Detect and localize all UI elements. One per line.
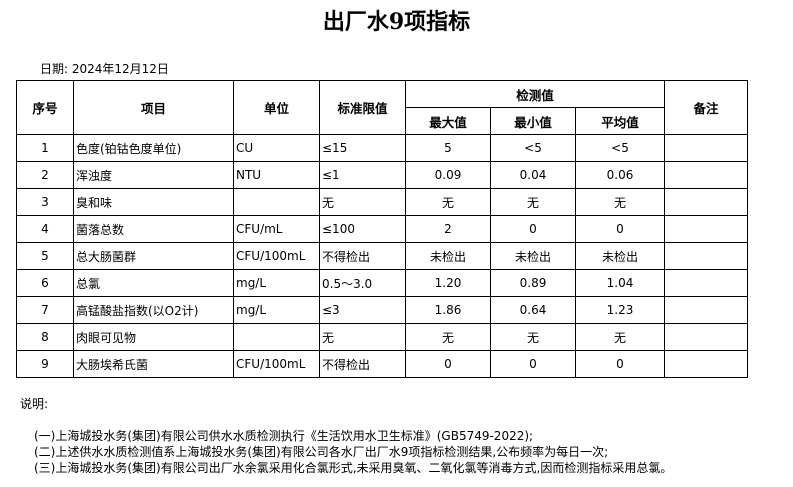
cell-remark [664, 242, 748, 270]
header-avg: 平均值 [575, 107, 665, 135]
cell-unit: NTU [233, 161, 320, 189]
table-row: 2 浑浊度 NTU ≤1 0.09 0.04 0.06 [16, 161, 748, 189]
cell-unit: CFU/mL [233, 215, 320, 243]
cell-unit: CU [233, 134, 320, 162]
notes-label: 说明: [20, 397, 49, 411]
cell-no: 6 [16, 269, 74, 297]
cell-no: 7 [16, 296, 74, 324]
cell-min: 0 [490, 215, 576, 243]
header-unit: 单位 [233, 80, 320, 135]
cell-limit: ≤1 [319, 161, 406, 189]
cell-item: 高锰酸盐指数(以O2计) [73, 296, 234, 324]
table-row: 4 菌落总数 CFU/mL ≤100 2 0 0 [16, 215, 748, 243]
header-detect: 检测值 [405, 80, 665, 108]
page-title: 出厂水9项指标 [322, 9, 471, 35]
note-line: (三)上海城投水务(集团)有限公司出厂水余氯采用化合氯形式,未采用臭氧、二氧化氯… [34, 461, 673, 475]
cell-avg: 0.06 [575, 161, 665, 189]
cell-min: 无 [490, 323, 576, 351]
cell-limit: 0.5～3.0 [319, 269, 406, 297]
cell-min: 0 [490, 350, 576, 378]
cell-limit: 无 [319, 323, 406, 351]
cell-no: 4 [16, 215, 74, 243]
cell-avg: <5 [575, 134, 665, 162]
cell-limit: 不得检出 [319, 350, 406, 378]
cell-remark [664, 269, 748, 297]
table-row: 7 高锰酸盐指数(以O2计) mg/L ≤3 1.86 0.64 1.23 [16, 296, 748, 324]
cell-item: 大肠埃希氏菌 [73, 350, 234, 378]
cell-limit: 不得检出 [319, 242, 406, 270]
cell-unit: mg/L [233, 296, 320, 324]
cell-item: 菌落总数 [73, 215, 234, 243]
cell-max: 1.86 [405, 296, 491, 324]
cell-min: 0.89 [490, 269, 576, 297]
cell-no: 1 [16, 134, 74, 162]
cell-avg: 无 [575, 188, 665, 216]
table-row: 5 总大肠菌群 CFU/100mL 不得检出 未检出 未检出 未检出 [16, 242, 748, 270]
cell-min: 无 [490, 188, 576, 216]
cell-max: 0 [405, 350, 491, 378]
note-line: (二)上述供水水质检测值系上海城投水务(集团)有限公司各水厂出厂水9项指标检测结… [34, 445, 609, 459]
cell-min: 0.64 [490, 296, 576, 324]
cell-item: 总氯 [73, 269, 234, 297]
cell-avg: 1.23 [575, 296, 665, 324]
cell-avg: 0 [575, 350, 665, 378]
header-limit: 标准限值 [319, 80, 406, 135]
cell-avg: 无 [575, 323, 665, 351]
header-max: 最大值 [405, 107, 491, 135]
cell-remark [664, 188, 748, 216]
cell-remark [664, 350, 748, 378]
cell-max: 5 [405, 134, 491, 162]
cell-item: 臭和味 [73, 188, 234, 216]
cell-max: 1.20 [405, 269, 491, 297]
cell-limit: ≤15 [319, 134, 406, 162]
table-row: 6 总氯 mg/L 0.5～3.0 1.20 0.89 1.04 [16, 269, 748, 297]
cell-no: 5 [16, 242, 74, 270]
header-remark: 备注 [664, 80, 748, 135]
cell-unit [233, 188, 320, 216]
cell-no: 2 [16, 161, 74, 189]
cell-item: 浑浊度 [73, 161, 234, 189]
table-row: 8 肉眼可见物无无无无 [16, 323, 748, 351]
cell-item: 肉眼可见物 [73, 323, 234, 351]
cell-remark [664, 215, 748, 243]
cell-unit [233, 323, 320, 351]
cell-max: 0.09 [405, 161, 491, 189]
cell-limit: 无 [319, 188, 406, 216]
cell-avg: 未检出 [575, 242, 665, 270]
cell-avg: 0 [575, 215, 665, 243]
cell-limit: ≤100 [319, 215, 406, 243]
cell-no: 3 [16, 188, 74, 216]
cell-remark [664, 323, 748, 351]
cell-max: 无 [405, 323, 491, 351]
cell-max: 未检出 [405, 242, 491, 270]
table-row: 1 色度(铂钴色度单位) CU ≤15 5 <5 <5 [16, 134, 748, 162]
cell-max: 2 [405, 215, 491, 243]
cell-min: <5 [490, 134, 576, 162]
cell-unit: CFU/100mL [233, 242, 320, 270]
cell-avg: 1.04 [575, 269, 665, 297]
cell-unit: CFU/100mL [233, 350, 320, 378]
cell-remark [664, 161, 748, 189]
cell-no: 8 [16, 323, 74, 351]
cell-min: 未检出 [490, 242, 576, 270]
water-quality-table: 序号 项目 单位 标准限值 检测值 备注 最大值 最小值 平均值 1 色度(铂钴色… [16, 80, 748, 378]
report-date: 日期: 2024年12月12日 [40, 62, 169, 76]
cell-item: 总大肠菌群 [73, 242, 234, 270]
note-line: (一)上海城投水务(集团)有限公司供水水质检测执行《生活饮用水卫生标准》(GB5… [34, 429, 534, 443]
header-min: 最小值 [490, 107, 576, 135]
table-row: 3 臭和味无无无无 [16, 188, 748, 216]
cell-min: 0.04 [490, 161, 576, 189]
cell-item: 色度(铂钴色度单位) [73, 134, 234, 162]
cell-unit: mg/L [233, 269, 320, 297]
cell-max: 无 [405, 188, 491, 216]
table-row: 9 大肠埃希氏菌 CFU/100mL 不得检出 0 0 0 [16, 350, 748, 378]
header-item: 项目 [73, 80, 234, 135]
header-no: 序号 [16, 80, 74, 135]
cell-remark [664, 296, 748, 324]
cell-remark [664, 134, 748, 162]
cell-no: 9 [16, 350, 74, 378]
cell-limit: ≤3 [319, 296, 406, 324]
